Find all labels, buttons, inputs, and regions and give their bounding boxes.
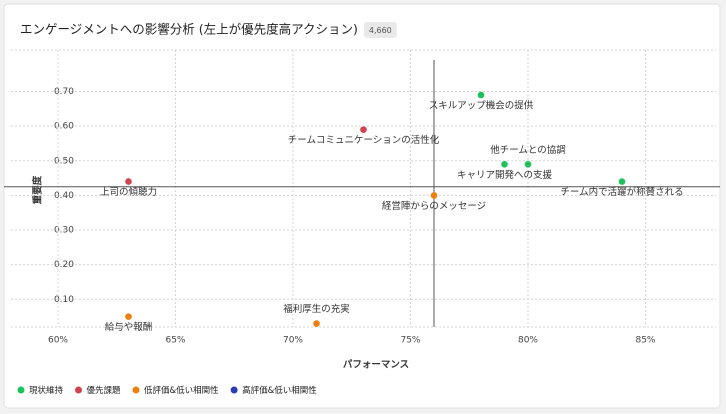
point-label: 上司の傾聴力 [100, 186, 157, 198]
point-label: チーム内で活躍が称賛される [560, 186, 683, 198]
point [618, 178, 626, 185]
legend-swatch [75, 386, 83, 394]
point-label: スキルアップ機会の提供 [429, 100, 534, 112]
x-tick-label: 65% [165, 336, 185, 346]
point [477, 91, 485, 99]
card [3, 3, 721, 409]
point-label: キャリア開発への支援 [457, 169, 553, 181]
legend-swatch [17, 386, 25, 394]
point [501, 160, 508, 168]
legend-label: 現状維持 [29, 385, 64, 396]
point [125, 313, 132, 320]
point [524, 160, 532, 168]
point [360, 126, 367, 133]
point-label: 経営陣からのメッセージ [382, 200, 486, 212]
legend-label: 低評価&低い相関性 [144, 385, 219, 396]
y-tick-label: 0.40 [54, 191, 74, 201]
legend-label: 優先課題 [87, 385, 122, 396]
y-tick-label: 0.60 [54, 122, 74, 132]
point-label: 給与や報酬 [105, 321, 153, 333]
point [125, 178, 132, 185]
y-axis-title: 重要度 [32, 175, 44, 204]
badge: 4,660 [369, 26, 392, 35]
x-tick-label: 75% [400, 336, 420, 346]
x-tick-label: 80% [518, 336, 538, 346]
chart-title: エンゲージメントへの影響分析 (左上が優先度高アクション) [20, 22, 358, 37]
y-tick-label: 0.70 [54, 87, 74, 97]
legend-swatch [132, 386, 140, 394]
legend-label: 高評価&低い相関性 [242, 385, 317, 396]
badge-bg [363, 22, 397, 38]
y-tick-label: 0.10 [54, 295, 74, 305]
legend-swatch [230, 386, 238, 394]
point-label: チームコミュニケーションの活性化 [288, 134, 440, 146]
point [313, 320, 320, 327]
x-axis-title: パフォーマンス [343, 359, 409, 371]
y-tick-label: 0.20 [54, 260, 74, 270]
x-tick-label: 60% [48, 336, 68, 346]
y-tick-label: 0.50 [54, 156, 74, 166]
x-tick-label: 85% [635, 336, 655, 346]
y-tick-label: 0.30 [54, 226, 74, 236]
x-tick-label: 70% [283, 336, 303, 346]
point-label: 福利厚生の充実 [283, 303, 350, 315]
point-label: 他チームとの協調 [490, 144, 566, 156]
point [430, 192, 438, 199]
